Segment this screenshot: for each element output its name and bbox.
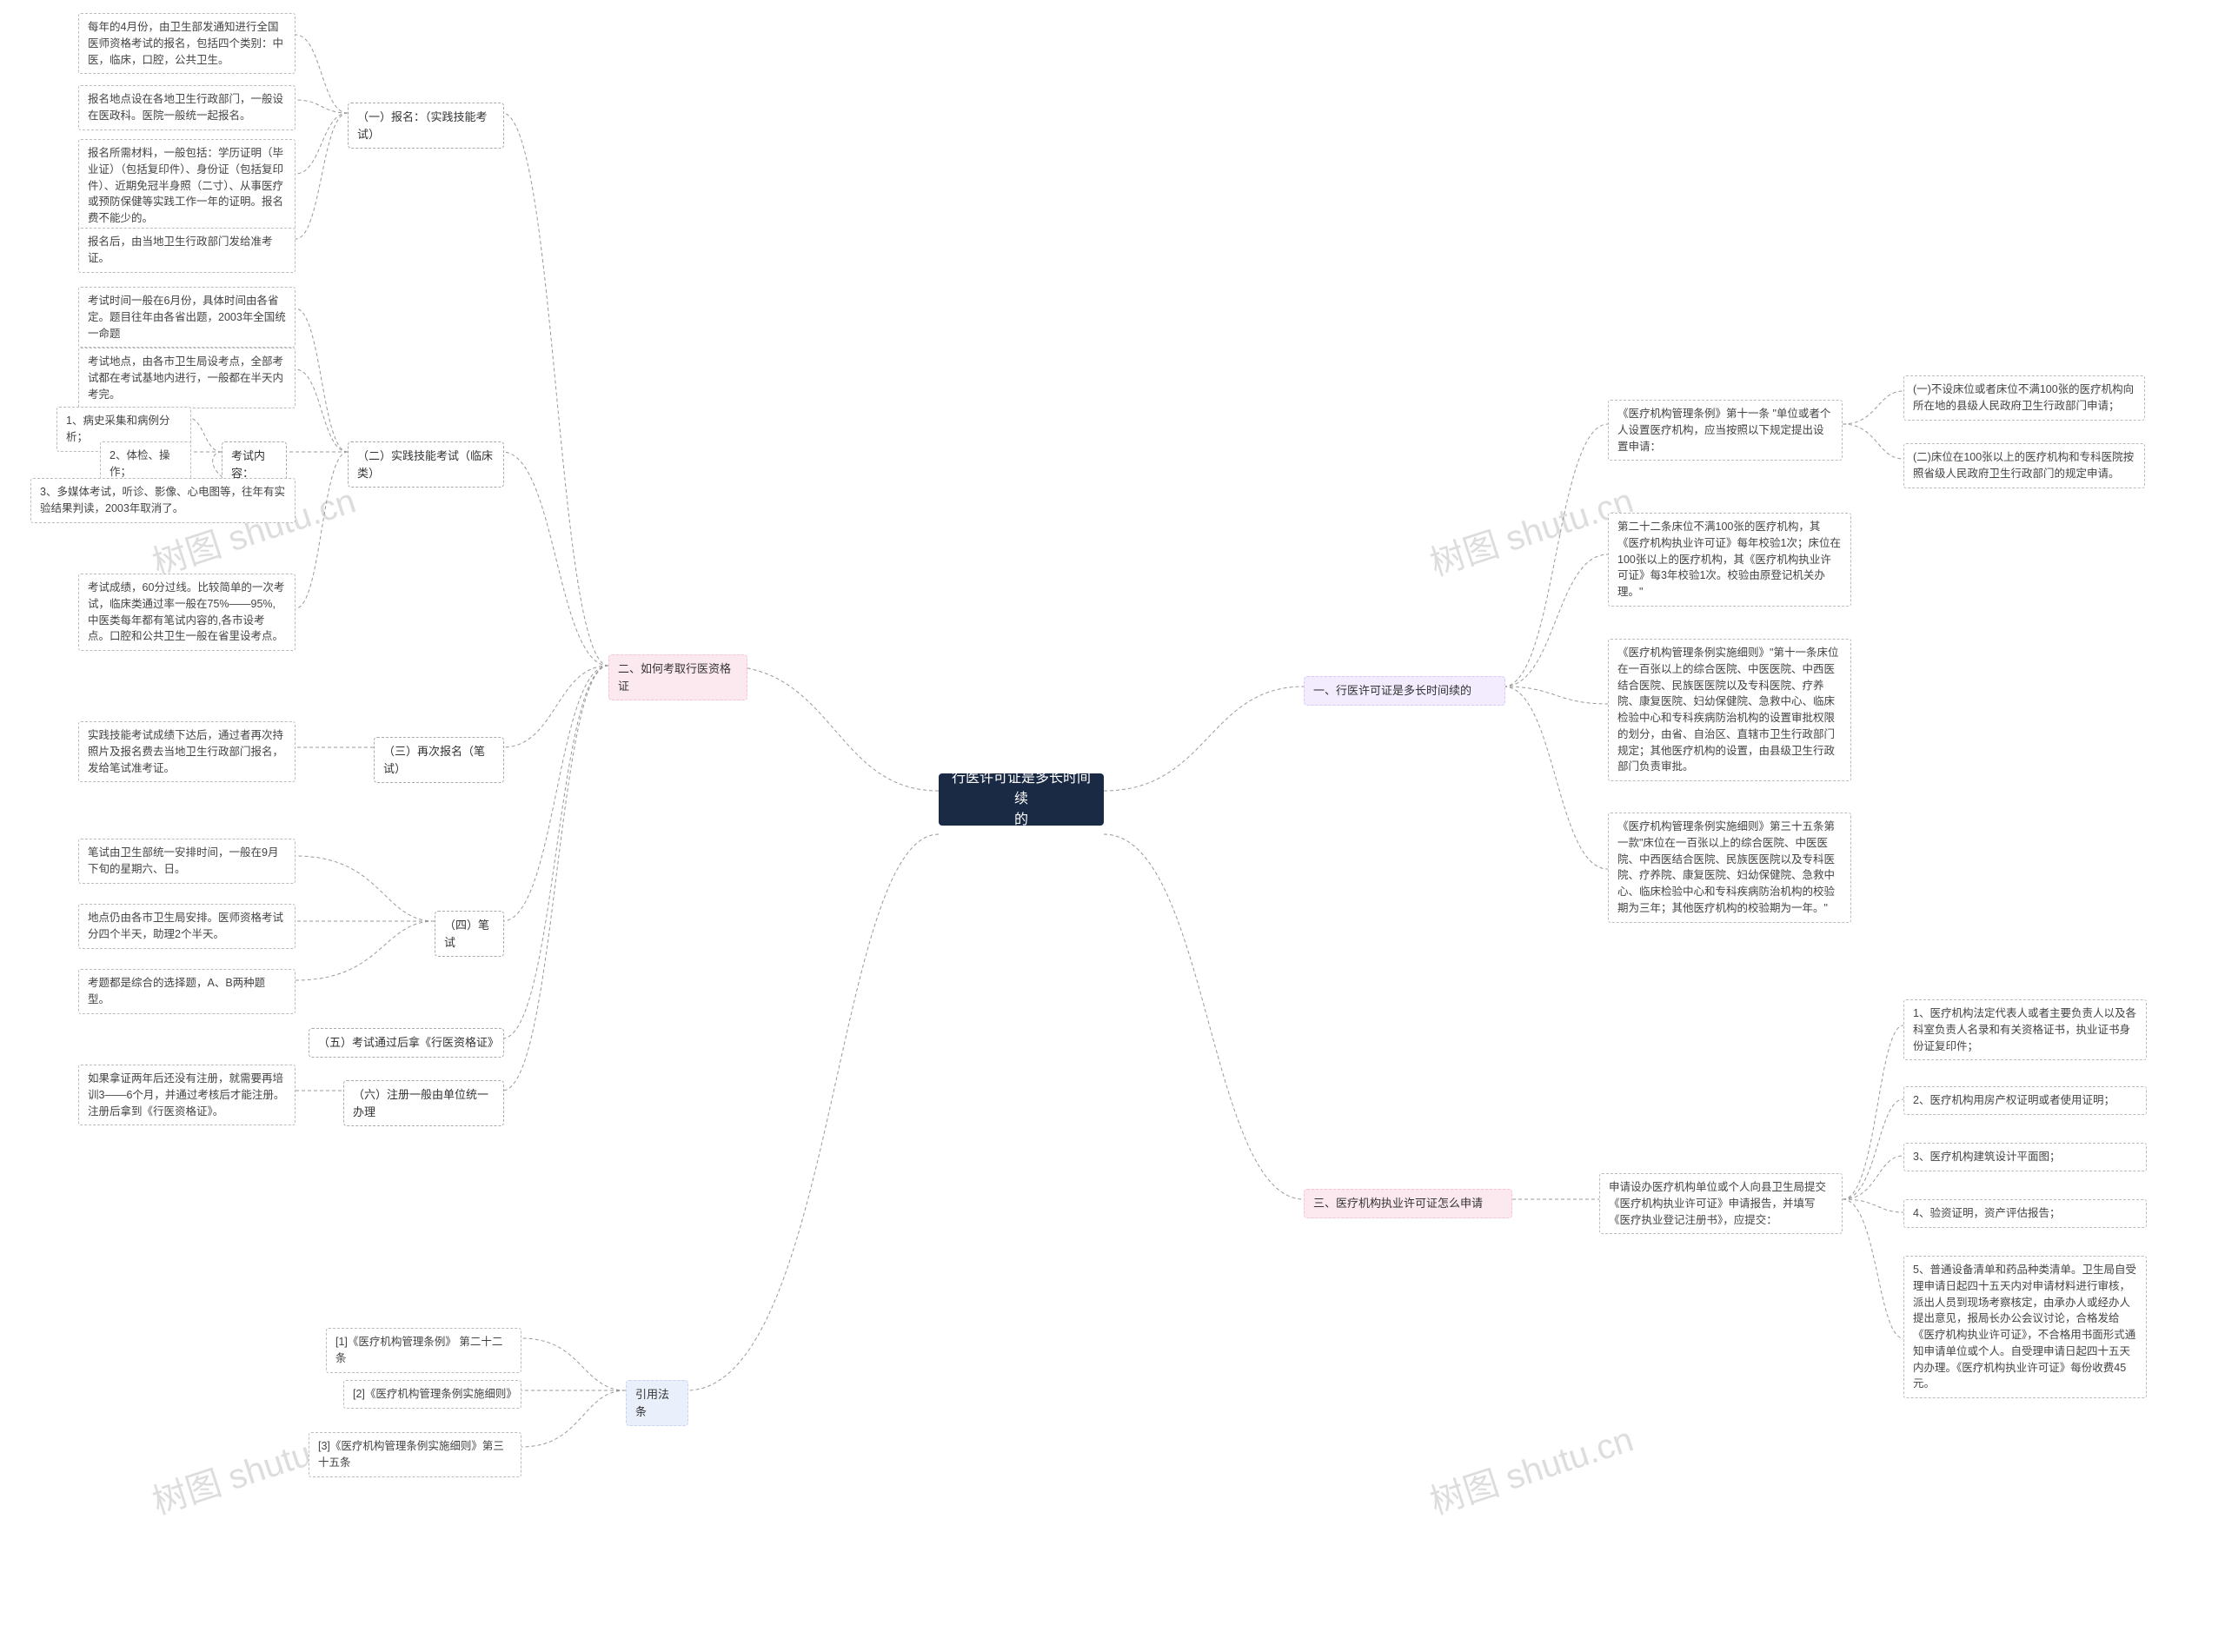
- refs-r3: [3]《医疗机构管理条例实施细则》第三十五条: [309, 1432, 521, 1477]
- section2-title: 二、如何考取行医资格证: [608, 654, 747, 700]
- section3-d4: 4、验资证明，资产评估报告；: [1903, 1199, 2147, 1228]
- p1-a: 每年的4月份，由卫生部发通知进行全国医师资格考试的报名，包括四个类别：中医，临床…: [78, 13, 296, 74]
- p2-b: 考试地点，由各市卫生局设考点，全部考试都在考试基地内进行，一般都在半天内考完。: [78, 348, 296, 408]
- p3-title: （三）再次报名（笔试）: [374, 737, 504, 783]
- p1-d: 报名后，由当地卫生行政部门发给准考证。: [78, 228, 296, 273]
- p1-b: 报名地点设在各地卫生行政部门，一般设在医政科。医院一般统一起报名。: [78, 85, 296, 130]
- p4-c: 考题都是综合的选择题，A、B两种题型。: [78, 969, 296, 1014]
- p2-c3: 3、多媒体考试，听诊、影像、心电图等，往年有实验结果判读，2003年取消了。: [30, 478, 296, 523]
- section1-item4: 《医疗机构管理条例实施细则》第三十五条第一款"床位在一百张以上的综合医院、中医医…: [1608, 813, 1851, 923]
- watermark: 树图 shutu.cn: [1423, 1411, 1638, 1524]
- section1-item3: 《医疗机构管理条例实施细则》"第十一条床位在一百张以上的综合医院、中医医院、中西…: [1608, 639, 1851, 781]
- p6-a: 如果拿证两年后还没有注册，就需要再培训3——6个月，并通过考核后才能注册。注册后…: [78, 1065, 296, 1125]
- section3-d5: 5、普通设备清单和药品种类清单。卫生局自受理申请日起四十五天内对申请材料进行审核…: [1903, 1256, 2147, 1398]
- section3-intro: 申请设办医疗机构单位或个人向县卫生局提交《医疗机构执业许可证》申请报告，并填写《…: [1599, 1173, 1843, 1234]
- section3-d2: 2、医疗机构用房产权证明或者使用证明；: [1903, 1086, 2147, 1115]
- refs-title: 引用法条: [626, 1380, 688, 1426]
- connectors: [0, 0, 2225, 1652]
- p2-title: （二）实践技能考试（临床类）: [348, 441, 504, 488]
- section1-title: 一、行医许可证是多长时间续的: [1304, 676, 1505, 706]
- section1-item1-sub2: (二)床位在100张以上的医疗机构和专科医院按照省级人民政府卫生行政部门的规定申…: [1903, 443, 2145, 488]
- p5-title: （五）考试通过后拿《行医资格证》: [309, 1028, 504, 1058]
- p1-c: 报名所需材料，一般包括：学历证明（毕业证）（包括复印件）、身份证（包括复印件）、…: [78, 139, 296, 233]
- section1-item2: 第二十二条床位不满100张的医疗机构，其《医疗机构执业许可证》每年校验1次；床位…: [1608, 513, 1851, 607]
- refs-r2: [2]《医疗机构管理条例实施细则》: [343, 1380, 521, 1409]
- p4-b: 地点仍由各市卫生局安排。医师资格考试分四个半天，助理2个半天。: [78, 904, 296, 949]
- section1-item1: 《医疗机构管理条例》第十一条 "单位或者个人设置医疗机构，应当按照以下规定提出设…: [1608, 400, 1843, 461]
- p3-a: 实践技能考试成绩下达后，通过者再次持照片及报名费去当地卫生行政部门报名，发给笔试…: [78, 721, 296, 782]
- section3-d3: 3、医疗机构建筑设计平面图；: [1903, 1143, 2147, 1171]
- p4-a: 笔试由卫生部统一安排时间，一般在9月下旬的星期六、日。: [78, 839, 296, 884]
- p2-a: 考试时间一般在6月份，具体时间由各省定。题目往年由各省出题，2003年全国统一命…: [78, 287, 296, 348]
- p4-title: （四）笔试: [435, 911, 504, 957]
- p1-title: （一）报名：（实践技能考试）: [348, 103, 504, 149]
- section3-d1: 1、医疗机构法定代表人或者主要负责人以及各科室负责人名录和有关资格证书，执业证书…: [1903, 999, 2147, 1060]
- p2-d: 考试成绩，60分过线。比较简单的一次考试，临床类通过率一般在75%——95%,中…: [78, 574, 296, 651]
- watermark: 树图 shutu.cn: [1423, 473, 1638, 586]
- p6-title: （六）注册一般由单位统一办理: [343, 1080, 504, 1126]
- section1-item1-sub1: (一)不设床位或者床位不满100张的医疗机构向所在地的县级人民政府卫生行政部门申…: [1903, 375, 2145, 421]
- center-node: 行医许可证是多长时间续 的: [939, 773, 1104, 826]
- section3-title: 三、医疗机构执业许可证怎么申请: [1304, 1189, 1512, 1218]
- refs-r1: [1]《医疗机构管理条例》 第二十二条: [326, 1328, 521, 1373]
